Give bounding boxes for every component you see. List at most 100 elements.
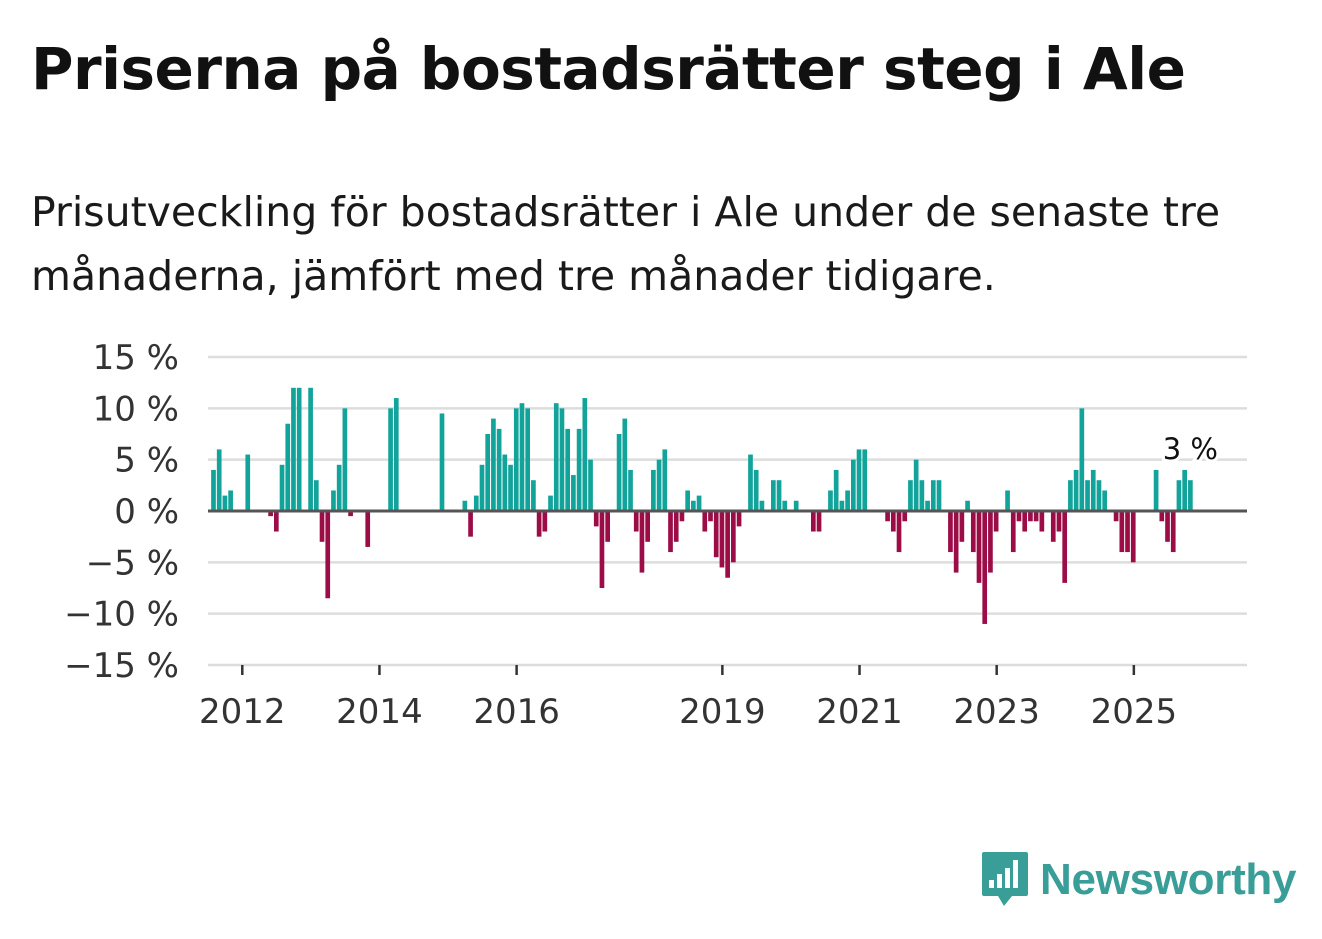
- bar: [313, 480, 319, 511]
- bar: [890, 511, 896, 532]
- bar: [291, 387, 296, 511]
- bar: [673, 511, 679, 542]
- bar: [479, 464, 485, 511]
- bar: [599, 511, 605, 588]
- bar: [439, 413, 445, 511]
- newsworthy-logo-icon: [982, 852, 1028, 906]
- bar: [502, 454, 508, 511]
- bar: [1130, 511, 1136, 563]
- y-tick-label: −10 %: [64, 595, 179, 635]
- bar: [365, 511, 371, 547]
- bar: [622, 418, 628, 511]
- bar: [559, 408, 565, 511]
- bar: [605, 511, 611, 542]
- bar: [285, 423, 291, 511]
- chart-subtitle: Prisutveckling för bostadsrätter i Ale u…: [31, 188, 1221, 300]
- bar: [731, 511, 736, 563]
- bar: [902, 511, 908, 522]
- bar: [702, 511, 708, 532]
- bar: [542, 511, 548, 532]
- bar: [1159, 511, 1165, 522]
- bar: [651, 469, 656, 511]
- bar: [1033, 511, 1039, 522]
- bar: [593, 511, 599, 527]
- bar: [668, 511, 673, 553]
- bar: [519, 403, 525, 511]
- bar: [1010, 511, 1016, 553]
- bar: [1125, 511, 1130, 553]
- bar: [1113, 511, 1119, 522]
- bar: [810, 511, 816, 532]
- bar: [1085, 480, 1090, 511]
- bar: [685, 490, 690, 511]
- bar: [1096, 480, 1102, 511]
- x-tick-label: 2019: [679, 692, 766, 732]
- bar: [719, 511, 725, 568]
- bar: [331, 490, 336, 511]
- bar: [770, 480, 776, 511]
- bar: [228, 490, 233, 511]
- bar: [588, 459, 593, 511]
- bar: [736, 511, 742, 527]
- bar: [1016, 511, 1022, 522]
- last-value-label: 3 %: [1163, 432, 1218, 466]
- bar: [691, 500, 696, 511]
- bar: [713, 511, 719, 558]
- bar: [296, 387, 302, 511]
- bar: [645, 511, 651, 542]
- bar: [1176, 480, 1182, 511]
- bar: [348, 511, 353, 517]
- bar: [1079, 408, 1085, 511]
- bar: [245, 454, 251, 511]
- bar: [930, 480, 936, 511]
- y-tick-label: 10 %: [93, 389, 179, 429]
- bar: [1005, 490, 1010, 511]
- bar: [485, 434, 491, 511]
- bar: [582, 398, 588, 511]
- bar: [656, 459, 662, 511]
- x-tick-label: 2014: [336, 692, 423, 732]
- bar: [896, 511, 902, 553]
- bar: [1182, 469, 1188, 511]
- bar: [908, 480, 913, 511]
- y-tick-label: −5 %: [86, 543, 179, 583]
- bar: [948, 511, 953, 553]
- bar: [548, 495, 553, 511]
- bar: [793, 500, 799, 511]
- bar: [268, 511, 273, 517]
- bar: [222, 495, 228, 511]
- y-tick-label: 0 %: [114, 492, 179, 532]
- bar: [508, 464, 513, 511]
- bar: [1090, 469, 1096, 511]
- bar: [936, 480, 942, 511]
- bar: [211, 469, 216, 511]
- bar: [1068, 480, 1073, 511]
- bar: [839, 500, 845, 511]
- bar: [468, 511, 473, 537]
- bar: [616, 434, 622, 511]
- bar: [273, 511, 279, 532]
- bar: [759, 500, 765, 511]
- x-axis: 2012 2014 2016 2019 2021 2023 2025: [199, 665, 1177, 732]
- bar: [965, 500, 970, 511]
- bar: [531, 480, 536, 511]
- bar: [279, 464, 285, 511]
- bar: [662, 449, 668, 511]
- bar: [1153, 469, 1159, 511]
- bar: [565, 428, 571, 511]
- bar: [925, 500, 930, 511]
- bar: [473, 495, 479, 511]
- bar: [1039, 511, 1045, 532]
- bar: [856, 449, 862, 511]
- bar: [845, 490, 850, 511]
- bar: [885, 511, 890, 522]
- x-tick-label: 2012: [199, 692, 286, 732]
- bar: [828, 490, 833, 511]
- bar: [753, 469, 759, 511]
- bar: [393, 398, 399, 511]
- bar: [862, 449, 868, 511]
- bar: [553, 403, 559, 511]
- bar: [970, 511, 976, 553]
- x-tick-label: 2021: [816, 692, 903, 732]
- bar: [782, 500, 788, 511]
